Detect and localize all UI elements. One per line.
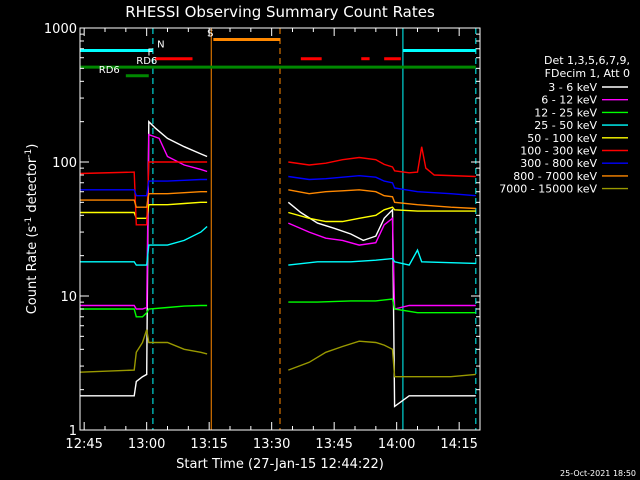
y-tick-label: 100 bbox=[52, 156, 77, 171]
flag-label-0: N bbox=[157, 39, 164, 50]
legend-label-5: 100 - 300 keV bbox=[520, 145, 597, 158]
x-tick-label: 13:00 bbox=[128, 437, 165, 452]
legend: Det 1,3,5,6,7,9,FDecim 1, Att 03 - 6 keV… bbox=[499, 54, 630, 196]
series-line-0 bbox=[80, 120, 476, 408]
x-tick-label: 12:45 bbox=[65, 437, 102, 452]
legend-header-0: Det 1,3,5,6,7,9, bbox=[544, 54, 630, 67]
series-line-6 bbox=[80, 174, 476, 197]
x-tick-label: 14:15 bbox=[440, 437, 477, 452]
series-line-7 bbox=[80, 189, 476, 210]
legend-label-2: 12 - 25 keV bbox=[534, 106, 597, 119]
series-line-5 bbox=[80, 146, 476, 226]
legend-label-1: 6 - 12 keV bbox=[541, 94, 597, 107]
plot-frame bbox=[79, 27, 481, 431]
y-tick-label: 10 bbox=[60, 290, 77, 305]
chart-title: RHESSI Observing Summary Count Rates bbox=[125, 3, 435, 21]
series-line-2 bbox=[80, 298, 476, 318]
y-tick-label: 1 bbox=[69, 424, 77, 439]
series-line-8 bbox=[80, 329, 476, 378]
flag-label-8: RD6 bbox=[99, 65, 120, 76]
legend-label-6: 300 - 800 keV bbox=[520, 157, 597, 170]
legend-label-3: 25 - 50 keV bbox=[534, 119, 597, 132]
x-tick-label: 13:45 bbox=[315, 437, 352, 452]
footer-date: 25-Oct-2021 18:50 bbox=[560, 469, 636, 478]
flag-label-3: F bbox=[148, 48, 154, 59]
series-line-3 bbox=[80, 225, 476, 266]
legend-header-1: FDecim 1, Att 0 bbox=[545, 67, 630, 80]
flag-label-2: S bbox=[207, 29, 213, 40]
legend-label-4: 50 - 100 keV bbox=[527, 132, 597, 145]
legend-label-0: 3 - 6 keV bbox=[548, 81, 597, 94]
y-axis-label: Count Rate (s-1 detector-1) bbox=[24, 144, 40, 315]
flag-label-7: RD6 bbox=[136, 56, 157, 67]
y-tick-label: 1000 bbox=[44, 22, 77, 37]
x-tick-label: 13:30 bbox=[253, 437, 290, 452]
x-tick-label: 13:15 bbox=[190, 437, 227, 452]
x-tick-label: 14:00 bbox=[378, 437, 415, 452]
legend-label-8: 7000 - 15000 keV bbox=[499, 183, 597, 196]
x-axis-label: Start Time (27-Jan-15 12:44:22) bbox=[176, 457, 384, 472]
legend-label-7: 800 - 7000 keV bbox=[513, 170, 597, 183]
series-line-1 bbox=[80, 133, 476, 310]
